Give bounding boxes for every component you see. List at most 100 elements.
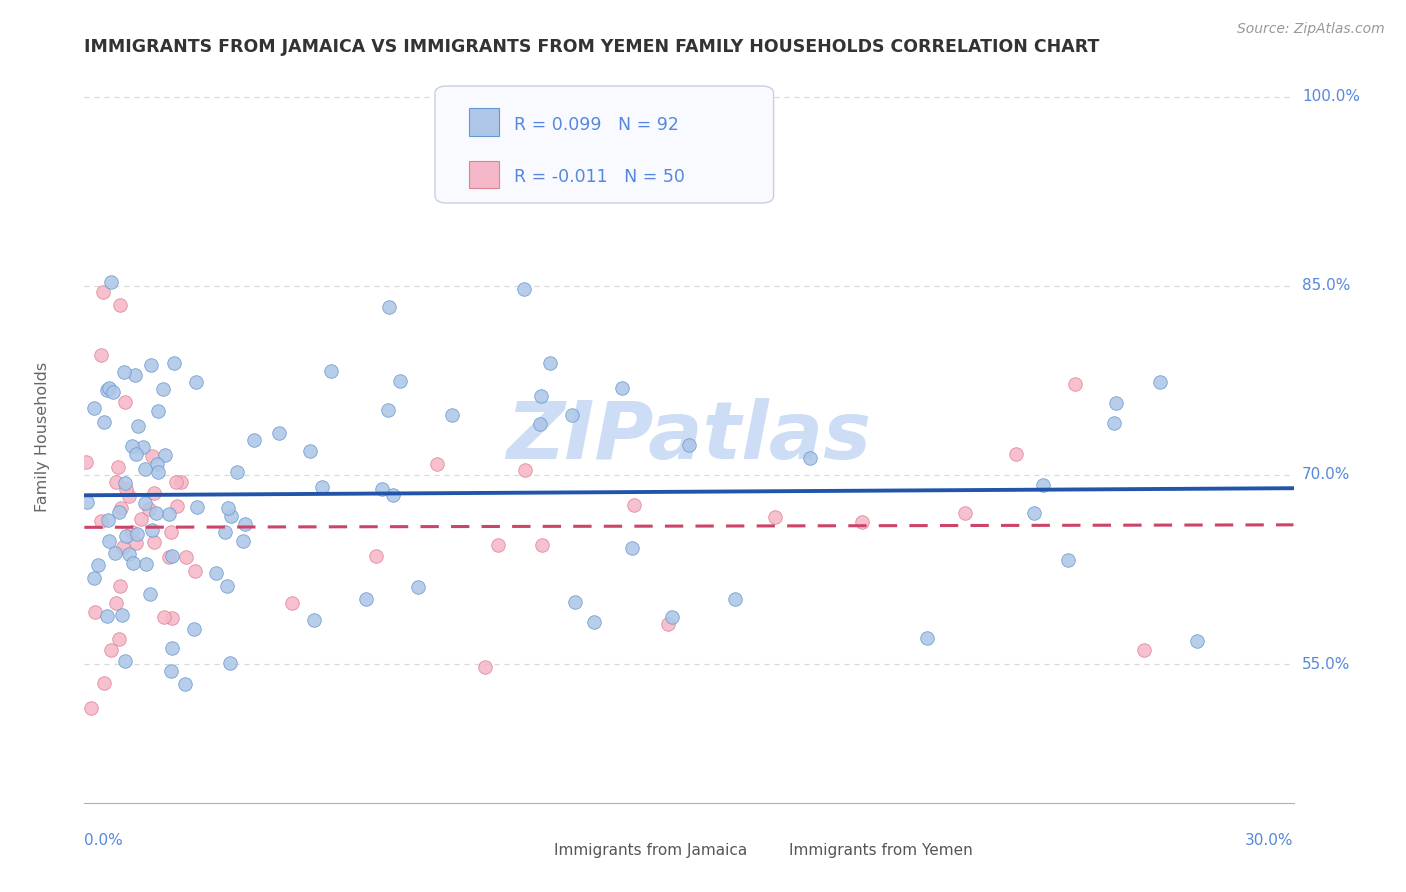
Point xyxy=(125,527,148,541)
Point xyxy=(561,408,583,422)
Point xyxy=(486,538,509,552)
Point xyxy=(160,611,183,625)
Point xyxy=(184,564,207,578)
Text: Family Households: Family Households xyxy=(35,362,49,512)
Point xyxy=(100,275,122,289)
Point xyxy=(163,356,186,370)
Text: Immigrants from Yemen: Immigrants from Yemen xyxy=(789,843,973,858)
Point xyxy=(108,505,131,519)
Point xyxy=(440,409,463,423)
Text: ZIPatlas: ZIPatlas xyxy=(506,398,872,476)
Point xyxy=(157,507,180,521)
Point xyxy=(1005,447,1028,461)
Text: 85.0%: 85.0% xyxy=(1302,278,1350,293)
Point xyxy=(513,463,536,477)
Point xyxy=(406,580,429,594)
Text: 30.0%: 30.0% xyxy=(1246,833,1294,848)
Point xyxy=(1104,416,1126,430)
Point xyxy=(354,591,377,606)
Point xyxy=(122,557,145,571)
Point xyxy=(159,524,181,539)
Bar xyxy=(468,161,499,188)
Point xyxy=(114,482,136,496)
Point xyxy=(146,458,169,472)
Point xyxy=(142,486,165,500)
Point xyxy=(114,475,136,490)
Point xyxy=(87,558,110,573)
Point xyxy=(204,566,226,580)
Point xyxy=(267,425,290,440)
Point xyxy=(529,417,551,431)
Point xyxy=(93,416,115,430)
Point xyxy=(111,607,134,622)
Point xyxy=(121,439,143,453)
Text: 55.0%: 55.0% xyxy=(1302,657,1350,672)
Point xyxy=(311,480,333,494)
Point xyxy=(138,587,160,601)
Point xyxy=(145,506,167,520)
Point xyxy=(620,541,643,555)
Point xyxy=(111,541,134,555)
Point xyxy=(96,383,118,397)
Point xyxy=(610,381,633,395)
Point xyxy=(1064,377,1087,392)
Point xyxy=(304,613,326,627)
Point xyxy=(121,525,143,540)
Point xyxy=(174,549,197,564)
Point xyxy=(83,605,105,619)
Point xyxy=(75,455,97,469)
Point xyxy=(219,509,242,524)
Point xyxy=(214,525,236,540)
Point xyxy=(157,550,180,565)
Text: R = 0.099   N = 92: R = 0.099 N = 92 xyxy=(513,116,679,134)
Point xyxy=(851,515,873,529)
Point xyxy=(83,571,105,585)
Text: 100.0%: 100.0% xyxy=(1302,89,1360,104)
Point xyxy=(370,482,392,496)
Point xyxy=(538,356,561,370)
Point xyxy=(131,440,153,454)
Point xyxy=(114,653,136,667)
Point xyxy=(159,664,181,678)
Point xyxy=(93,676,115,690)
Point xyxy=(107,459,129,474)
Point xyxy=(1187,634,1209,648)
Point xyxy=(83,401,105,415)
Point xyxy=(125,536,148,550)
Point xyxy=(657,616,679,631)
Point xyxy=(530,389,553,403)
Point xyxy=(110,298,132,312)
Point xyxy=(141,524,163,538)
Point xyxy=(90,514,112,528)
Point xyxy=(165,475,187,489)
Point xyxy=(1133,643,1156,657)
Point xyxy=(232,534,254,549)
Text: 70.0%: 70.0% xyxy=(1302,467,1350,483)
Point xyxy=(377,403,399,417)
Point xyxy=(141,449,163,463)
Bar xyxy=(520,843,547,859)
Point xyxy=(799,451,821,466)
Point xyxy=(160,641,183,656)
Point xyxy=(1056,552,1078,566)
Point xyxy=(125,447,148,461)
Point xyxy=(129,512,152,526)
Point xyxy=(143,535,166,549)
Point xyxy=(138,501,160,516)
Point xyxy=(162,549,184,564)
Point xyxy=(80,701,103,715)
Point xyxy=(90,348,112,362)
Point xyxy=(1032,478,1054,492)
Point xyxy=(118,547,141,561)
Point xyxy=(678,438,700,452)
Point xyxy=(530,538,553,552)
Point xyxy=(1022,506,1045,520)
Point xyxy=(134,496,156,510)
Point xyxy=(146,404,169,418)
Point xyxy=(112,366,135,380)
Point xyxy=(127,419,149,434)
Point xyxy=(215,579,238,593)
Point xyxy=(134,462,156,476)
Point xyxy=(153,610,176,624)
Point xyxy=(166,499,188,513)
